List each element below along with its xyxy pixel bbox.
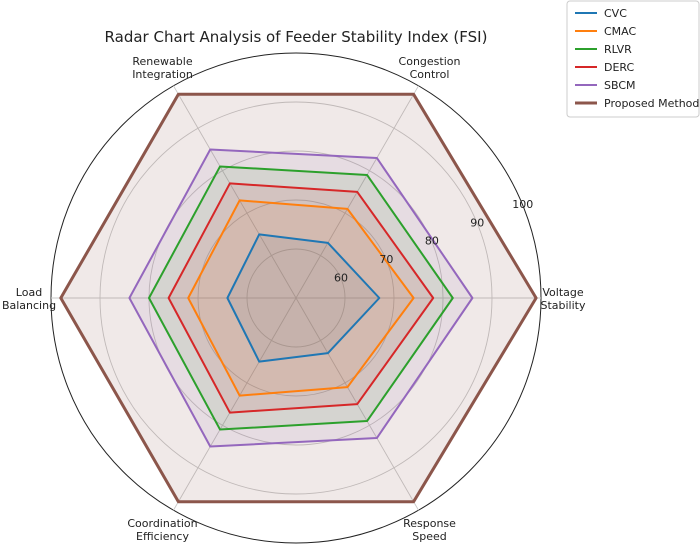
series-line-sbcm — [128, 148, 474, 448]
axis-label-0: Voltage Stability — [540, 286, 586, 312]
series-line-rlvr — [148, 165, 454, 431]
radial-tick-labels: 60 70 80 90 100 — [334, 198, 533, 284]
r-tick-label-90: 90 — [470, 216, 484, 229]
series-fill-cmac — [188, 200, 414, 396]
series-fill-rlvr — [149, 166, 453, 430]
r-tick-label-100: 100 — [512, 198, 533, 211]
chart-title: Radar Chart Analysis of Feeder Stability… — [105, 28, 488, 46]
series-line-cmac — [187, 199, 415, 397]
axis-label-4: Coordination Efficiency — [127, 517, 197, 543]
series-line-cvc — [226, 233, 381, 363]
series-fill-proposed-method — [60, 94, 537, 502]
axis-labels: Voltage Stability Congestion Control Renewab… — [2, 55, 586, 543]
axis-label-5: Response Speed — [403, 517, 456, 543]
axis-label-3: Load Balancing — [2, 286, 56, 312]
legend-box — [566, 0, 700, 118]
r-tick-label-60: 60 — [334, 271, 348, 284]
grid-spoke-2 — [173, 85, 297, 299]
legend-label-0: CVC — [604, 7, 627, 20]
axis-label-1: Congestion Control — [399, 55, 461, 81]
legend-label-2: RLVR — [604, 43, 632, 56]
series-line-derc — [167, 182, 435, 414]
grid-spoke-4 — [173, 297, 297, 511]
legend: CVC CMAC RLVR DERC SBCM Proposed Method — [566, 0, 700, 118]
r-tick-label-70: 70 — [379, 253, 393, 266]
series-fill-sbcm — [129, 149, 473, 447]
radar-grid — [50, 52, 542, 544]
legend-label-4: SBCM — [604, 79, 636, 92]
series-line-proposed-method — [59, 92, 538, 504]
r-tick-label-80: 80 — [425, 235, 439, 248]
legend-label-3: DERC — [604, 61, 635, 74]
series-fill-cvc — [227, 234, 380, 362]
legend-label-1: CMAC — [604, 25, 637, 38]
radar-series — [59, 92, 538, 504]
series-fill-derc — [168, 183, 434, 413]
legend-label-5: Proposed Method — [604, 97, 699, 110]
axis-label-2: Renewable Integration — [132, 55, 193, 81]
